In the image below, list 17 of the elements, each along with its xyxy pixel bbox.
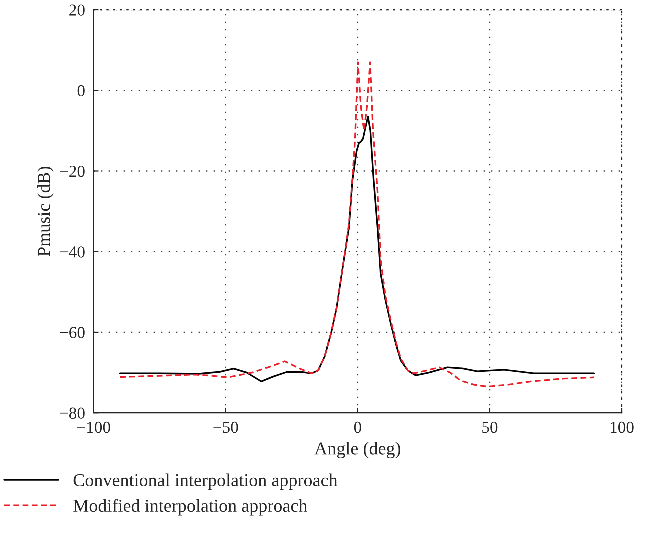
y-axis-title: Pmusic (dB)	[38, 166, 54, 256]
y-tick-label: 20	[70, 4, 85, 16]
x-tick-label: 50	[482, 422, 498, 434]
y-tick-label: −80	[60, 408, 85, 420]
y-tick-label: −20	[60, 166, 85, 178]
x-tick-label: −50	[214, 422, 238, 434]
legend-label: Conventional interpolation approach	[74, 474, 338, 490]
x-tick-label: −100	[77, 422, 110, 434]
x-tick-label: 0	[354, 422, 362, 434]
line-series	[119, 116, 596, 382]
x-tick-label: 100	[610, 422, 634, 434]
y-tick-label: 0	[78, 85, 85, 97]
legend-label: Modified interpolation approach	[74, 499, 308, 516]
line-series	[119, 62, 596, 388]
x-axis-title: Angle (deg)	[314, 442, 401, 459]
y-tick-label: −40	[60, 246, 85, 258]
y-tick-label: −60	[60, 327, 85, 338]
